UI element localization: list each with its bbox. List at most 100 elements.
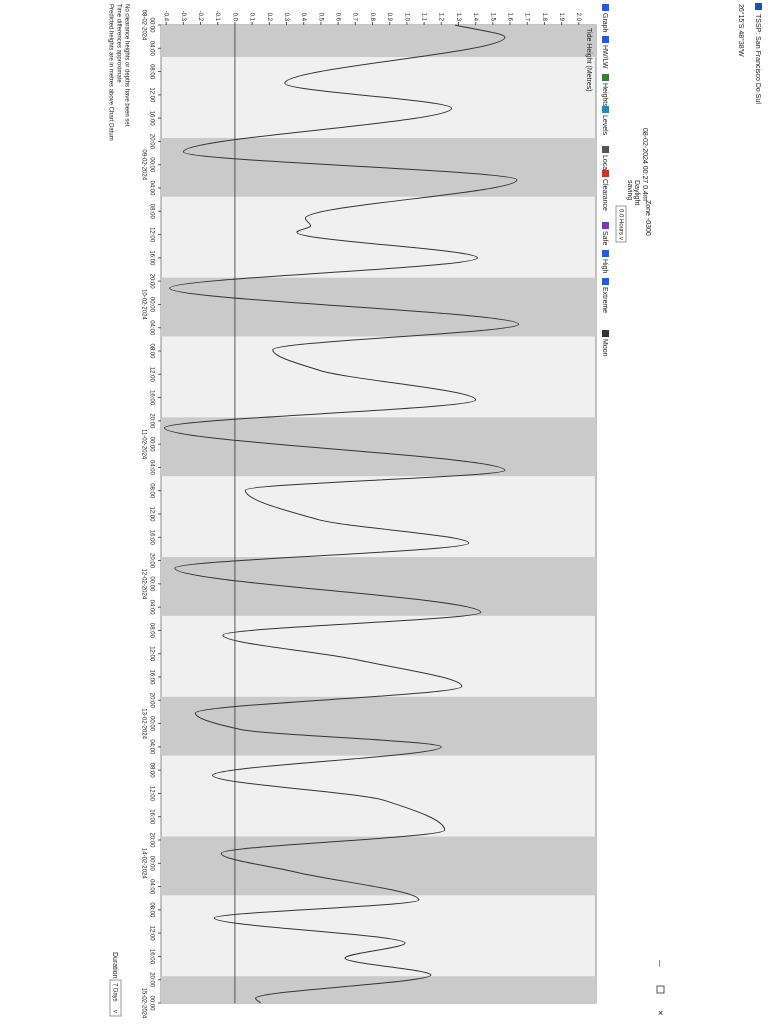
dropdown-arrow: v — [111, 1010, 117, 1013]
window-title: TSSP: San Francisco Do Sul — [754, 14, 761, 104]
y-tick-label: 1.9 — [558, 13, 564, 22]
toolbar-icon — [602, 170, 609, 177]
y-tick-label: 1.5 — [489, 13, 495, 22]
x-tick-label: 16:00 — [148, 530, 154, 546]
x-tick-label: 00:00 — [148, 297, 154, 313]
y-tick-label: 0.6 — [335, 13, 341, 22]
x-date-label: 11-02-2024 — [140, 429, 146, 460]
toolbar-button[interactable]: HW/LW — [601, 45, 608, 69]
x-tick-label: 04:00 — [148, 600, 154, 616]
toolbar-button[interactable]: Levels — [601, 115, 608, 136]
x-date-label: 14-02-2024 — [140, 848, 146, 879]
x-date-label: 15-02-2024 — [140, 988, 146, 1019]
toolbar-button[interactable]: High — [601, 259, 608, 274]
x-tick-label: 00:00 — [148, 576, 154, 592]
x-tick-label: 12:00 — [148, 227, 154, 243]
x-tick-label: 00:00 — [148, 716, 154, 732]
toolbar-icon — [602, 4, 609, 11]
night-band — [161, 277, 596, 337]
x-tick-label: 12:00 — [148, 786, 154, 802]
zone: Zone -0300 — [644, 200, 651, 236]
y-tick-label: 1.4 — [472, 13, 478, 22]
tide-curve — [163, 24, 520, 1004]
footer-note: Time differences approximate — [115, 4, 121, 83]
daylight-value: 0.0 Hours — [617, 209, 623, 235]
x-tick-label: 08:00 — [148, 483, 154, 499]
position: 26°15'S 48°38'W — [737, 4, 745, 57]
close[interactable]: ✕ — [656, 1010, 663, 1016]
duration-label: Duration — [111, 952, 118, 979]
x-tick-label: 04:00 — [148, 41, 154, 57]
night-band — [161, 25, 596, 58]
toolbar-icon — [602, 106, 609, 113]
toolbar-button[interactable]: Heights — [601, 83, 608, 107]
x-tick-label: 08:00 — [148, 902, 154, 918]
x-tick-label: 16:00 — [148, 111, 154, 127]
cursor-readout: 08-02-2024 00:27 0.4m — [641, 128, 648, 201]
footer-note: Predicted heights are in metres above Ch… — [107, 4, 113, 141]
toolbar-button[interactable]: Safe — [601, 231, 608, 246]
x-tick-label: 00:00 — [148, 157, 154, 173]
y-tick-label: 1.6 — [506, 13, 512, 22]
duration-select[interactable] — [109, 979, 122, 1017]
x-date-label: 10-02-2024 — [140, 289, 146, 320]
y-tick-label: 0.1 — [249, 13, 255, 22]
y-tick-label: -0.1 — [214, 11, 220, 22]
x-tick-label: 12:00 — [148, 506, 154, 522]
x-tick-label: 16:00 — [148, 669, 154, 685]
toolbar-button[interactable]: Moon — [601, 339, 608, 357]
toolbar-icon — [602, 222, 609, 229]
x-tick-label: 08:00 — [148, 623, 154, 639]
x-tick-label: 20:00 — [148, 972, 154, 988]
x-tick-label: 08:00 — [148, 763, 154, 779]
y-tick-label: 1.7 — [524, 13, 530, 22]
y-tick-label: -0.2 — [197, 11, 203, 22]
toolbar-button[interactable]: Clearance — [601, 179, 608, 211]
x-date-label: 12-02-2024 — [140, 569, 146, 600]
night-band — [161, 696, 596, 756]
x-date-label: 09-02-2024 — [140, 149, 146, 180]
minimize[interactable]: — — [656, 960, 663, 967]
y-tick-label: -0.4 — [163, 11, 169, 22]
x-tick-label: 04:00 — [148, 320, 154, 336]
x-tick-label: 20:00 — [148, 693, 154, 709]
dropdown-arrow: v — [617, 237, 623, 240]
y-tick-label: 0.7 — [352, 13, 358, 22]
x-tick-label: 16:00 — [148, 250, 154, 266]
x-tick-label: 04:00 — [148, 180, 154, 196]
x-tick-label: 08:00 — [148, 343, 154, 359]
y-tick-label: 1.1 — [420, 13, 426, 22]
x-tick-label: 04:00 — [148, 460, 154, 476]
daylight-label: saving — [626, 180, 633, 200]
app-icon — [755, 3, 762, 10]
y-tick-label: 0.0 — [231, 13, 237, 22]
x-tick-label: 16:00 — [148, 949, 154, 965]
x-tick-label: 00:00 — [148, 995, 154, 1011]
x-tick-label: 08:00 — [148, 64, 154, 80]
daylight-select[interactable] — [615, 205, 627, 243]
footer-note: No clearance heights or depths have been… — [123, 4, 129, 127]
y-tick-label: 1.0 — [403, 13, 409, 22]
toolbar-icon — [602, 146, 609, 153]
x-tick-label: 12:00 — [148, 646, 154, 662]
y-tick-label: 1.2 — [438, 13, 444, 22]
y-tick-label: 0.2 — [266, 13, 272, 22]
toolbar-button[interactable]: Local — [601, 155, 608, 172]
night-band — [161, 557, 596, 616]
y-tick-label: 0.4 — [300, 13, 306, 22]
x-tick-label: 00:00 — [148, 856, 154, 872]
toolbar-button[interactable]: Graph — [601, 13, 608, 33]
maximize[interactable] — [656, 985, 665, 994]
toolbar-button[interactable]: Extreme — [601, 287, 608, 313]
x-tick-label: 04:00 — [148, 879, 154, 895]
x-tick-label: 00:00 — [148, 17, 154, 33]
x-tick-label: 16:00 — [148, 809, 154, 825]
y-tick-label: 0.3 — [283, 13, 289, 22]
x-tick-label: 20:00 — [148, 413, 154, 429]
x-date-label: 13-02-2024 — [140, 708, 146, 739]
y-tick-label: 0.8 — [369, 13, 375, 22]
x-tick-label: 04:00 — [148, 739, 154, 755]
x-tick-label: 20:00 — [148, 553, 154, 569]
